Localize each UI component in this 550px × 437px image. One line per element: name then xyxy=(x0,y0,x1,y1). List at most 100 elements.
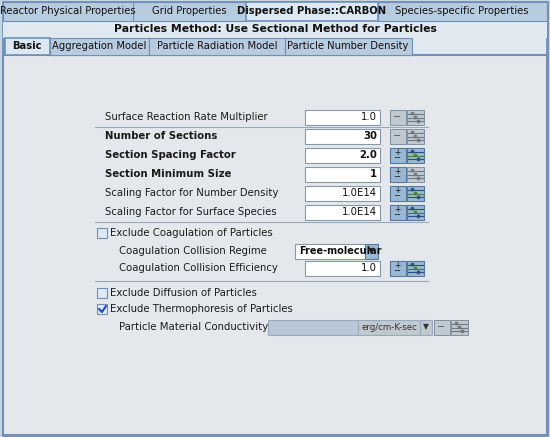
Circle shape xyxy=(411,264,414,266)
Bar xyxy=(305,261,380,276)
Bar xyxy=(268,320,358,335)
Text: Particle Radiation Model: Particle Radiation Model xyxy=(157,41,277,51)
Bar xyxy=(305,129,380,144)
Text: Grid Properties: Grid Properties xyxy=(152,6,226,16)
Text: +: + xyxy=(394,148,400,157)
Circle shape xyxy=(414,135,417,138)
Bar xyxy=(97,288,107,298)
Text: −: − xyxy=(437,322,445,332)
Text: erg/cm-K-sec: erg/cm-K-sec xyxy=(361,323,417,332)
Bar xyxy=(305,148,380,163)
Circle shape xyxy=(417,158,420,161)
Circle shape xyxy=(461,330,464,333)
Text: Basic: Basic xyxy=(12,41,42,51)
Text: −: − xyxy=(393,153,400,162)
Circle shape xyxy=(411,170,414,172)
Bar xyxy=(434,320,450,335)
Text: −: − xyxy=(393,266,400,275)
Bar xyxy=(390,148,406,163)
Circle shape xyxy=(417,177,420,180)
Bar xyxy=(390,110,406,125)
Bar xyxy=(390,205,406,220)
Bar xyxy=(295,244,365,259)
Text: 30: 30 xyxy=(363,131,377,141)
Bar xyxy=(407,148,424,163)
Circle shape xyxy=(414,116,417,119)
Bar xyxy=(451,320,468,335)
Text: Particle Number Density: Particle Number Density xyxy=(287,41,409,51)
Text: Section Spacing Factor: Section Spacing Factor xyxy=(105,150,236,160)
Circle shape xyxy=(458,326,461,329)
Text: −: − xyxy=(393,210,400,219)
Circle shape xyxy=(411,150,414,153)
Circle shape xyxy=(417,139,420,142)
Bar xyxy=(407,261,424,276)
Text: 1.0: 1.0 xyxy=(361,263,377,273)
Circle shape xyxy=(417,271,420,274)
Circle shape xyxy=(414,173,417,176)
Text: −: − xyxy=(393,112,401,122)
Text: Scaling Factor for Surface Species: Scaling Factor for Surface Species xyxy=(105,207,277,217)
Bar xyxy=(407,167,424,182)
Text: −: − xyxy=(393,172,400,181)
Text: +: + xyxy=(394,186,400,195)
Text: Coagulation Collision Efficiency: Coagulation Collision Efficiency xyxy=(119,263,278,273)
Circle shape xyxy=(411,132,414,134)
Text: +: + xyxy=(394,261,400,270)
Bar xyxy=(358,320,420,335)
Circle shape xyxy=(414,267,417,270)
Circle shape xyxy=(414,192,417,195)
Bar xyxy=(149,38,285,55)
Bar xyxy=(285,38,412,55)
Text: Particle Material Conductivity: Particle Material Conductivity xyxy=(119,322,268,332)
Bar xyxy=(305,205,380,220)
Circle shape xyxy=(455,323,458,325)
Text: 1: 1 xyxy=(370,169,377,179)
Circle shape xyxy=(411,112,414,115)
Text: Reactor Physical Properties: Reactor Physical Properties xyxy=(0,6,136,16)
Circle shape xyxy=(417,215,420,218)
Bar xyxy=(420,320,432,335)
Bar xyxy=(365,244,378,259)
Text: ▼: ▼ xyxy=(423,323,429,332)
Bar xyxy=(390,261,406,276)
Text: Coagulation Collision Regime: Coagulation Collision Regime xyxy=(119,246,267,256)
Bar xyxy=(390,129,406,144)
Bar xyxy=(407,186,424,201)
Bar xyxy=(3,21,547,38)
Text: 1.0E14: 1.0E14 xyxy=(342,188,377,198)
Text: Number of Sections: Number of Sections xyxy=(105,131,217,141)
Text: +: + xyxy=(394,167,400,176)
Bar xyxy=(407,205,424,220)
Bar xyxy=(3,2,133,21)
Bar xyxy=(407,110,424,125)
Circle shape xyxy=(417,196,420,198)
Circle shape xyxy=(411,208,414,210)
Text: 1.0: 1.0 xyxy=(361,112,377,122)
Circle shape xyxy=(411,188,414,191)
Bar xyxy=(305,110,380,125)
Text: Exclude Coagulation of Particles: Exclude Coagulation of Particles xyxy=(110,228,273,238)
Bar xyxy=(305,167,380,182)
Bar xyxy=(390,186,406,201)
Bar xyxy=(97,304,107,314)
Circle shape xyxy=(414,154,417,157)
Text: Scaling Factor for Number Density: Scaling Factor for Number Density xyxy=(105,188,278,198)
Text: Exclude Diffusion of Particles: Exclude Diffusion of Particles xyxy=(110,288,257,298)
Text: Section Minimum Size: Section Minimum Size xyxy=(105,169,232,179)
Circle shape xyxy=(417,120,420,123)
Bar xyxy=(5,38,50,55)
Text: 2.0: 2.0 xyxy=(359,150,377,160)
Circle shape xyxy=(414,212,417,214)
Bar xyxy=(133,2,246,21)
Text: ▼: ▼ xyxy=(368,246,374,256)
Bar xyxy=(378,2,547,21)
Text: Aggregation Model: Aggregation Model xyxy=(52,41,146,51)
Text: 1.0E14: 1.0E14 xyxy=(342,207,377,217)
Text: −: − xyxy=(393,191,400,200)
Text: Species-specific Properties: Species-specific Properties xyxy=(395,6,529,16)
Bar xyxy=(3,55,547,435)
Text: −: − xyxy=(393,131,401,141)
Bar xyxy=(50,38,149,55)
Text: Free-molecular: Free-molecular xyxy=(299,246,382,256)
